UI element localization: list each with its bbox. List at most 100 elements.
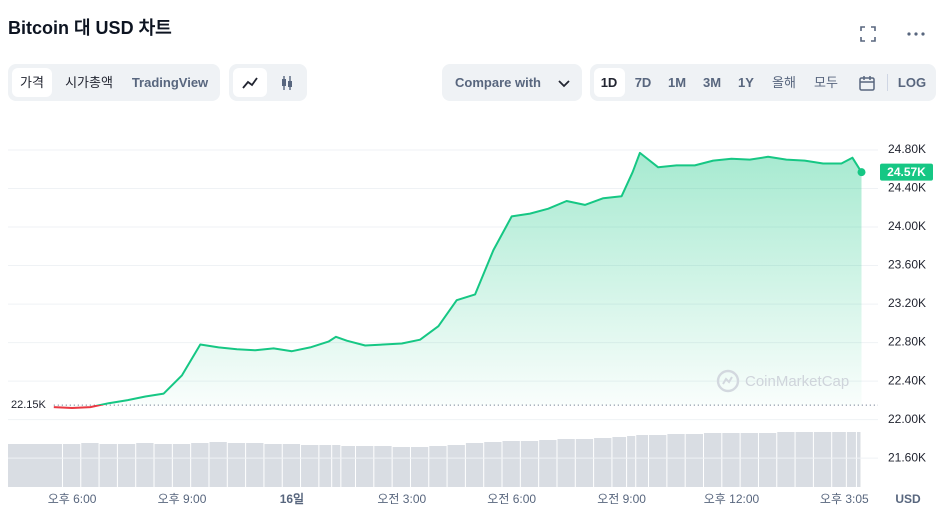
chevron <box>558 80 570 88</box>
tab-group: 가격 시가총액 TradingView <box>8 64 220 101</box>
volume-bar <box>81 443 99 487</box>
volume-bar <box>319 445 332 487</box>
tab[interactable]: 가격 <box>20 75 44 90</box>
volume-bar <box>117 444 136 487</box>
price-badge-label: 24.57K <box>887 165 926 179</box>
volume-bar <box>575 439 594 487</box>
volume-bar <box>301 445 319 487</box>
volume-bar <box>612 437 627 487</box>
volume-bar <box>649 435 667 487</box>
range[interactable]: 모두 <box>814 75 838 90</box>
calendar-icon[interactable] <box>858 75 876 91</box>
range-selected <box>594 68 625 97</box>
volume-bar <box>447 445 465 487</box>
x-tick-label: 오후 3:05 <box>820 492 869 506</box>
fullscreen-icon[interactable] <box>858 24 878 44</box>
volume-bar <box>685 434 703 487</box>
volume-bar <box>209 442 227 487</box>
volume-bar <box>99 444 117 487</box>
tab[interactable]: TradingView <box>131 75 209 90</box>
price-badge <box>880 163 933 181</box>
volume-bar <box>172 444 191 487</box>
more-icon[interactable] <box>905 24 927 44</box>
volume-bar <box>356 446 374 487</box>
range-group: 1D 7D 1M 3M 1Y 올해 모두 LOG <box>590 64 936 101</box>
compare-label: Compare with <box>455 75 541 90</box>
volume-bar <box>282 444 301 487</box>
volume-bar <box>392 447 410 487</box>
volume-bar <box>832 432 846 487</box>
area <box>53 152 862 408</box>
volume-bar <box>627 436 636 487</box>
y-tick-label: 24.00K <box>888 219 926 233</box>
volume-bar <box>795 432 813 487</box>
volume-bar <box>539 440 557 487</box>
volume-bar <box>154 444 172 487</box>
volume-bar <box>594 438 612 487</box>
y-tick-label: 21.60K <box>888 450 926 464</box>
range[interactable]: 3M <box>702 75 722 90</box>
volume-bar <box>62 444 81 487</box>
volume-bar <box>722 433 740 487</box>
volume-bar <box>136 443 154 487</box>
y-tick-label: 22.80K <box>888 335 926 349</box>
line-icon[interactable] <box>241 74 259 92</box>
x-tick-label: 오후 9:00 <box>158 492 207 506</box>
x-tick-label: 오후 6:00 <box>48 492 97 506</box>
y-tick-label: 23.20K <box>888 296 926 310</box>
volume-bar <box>704 433 722 487</box>
range[interactable]: 1D <box>600 75 618 90</box>
volume-bar <box>227 443 246 487</box>
volume-bar <box>264 444 282 487</box>
range[interactable]: 1Y <box>738 75 754 90</box>
volume-bar <box>520 441 539 487</box>
volume-bar <box>502 441 520 487</box>
x-tick-label: 오전 6:00 <box>487 492 536 506</box>
y-tick-label: 24.40K <box>888 181 926 195</box>
reference-label: 22.15K <box>11 399 47 411</box>
range[interactable]: 1M <box>667 75 687 90</box>
log-toggle[interactable]: LOG <box>897 75 927 90</box>
x-tick-label: 오후 12:00 <box>704 492 760 506</box>
divider <box>887 74 888 91</box>
candle-icon[interactable] <box>278 74 296 92</box>
volume-bar <box>8 444 62 487</box>
volume-bar <box>667 434 685 487</box>
volume-bar <box>374 446 392 487</box>
volume-bar <box>484 442 502 487</box>
volume-bar <box>813 432 832 487</box>
range[interactable]: 7D <box>634 75 652 90</box>
x-tick-label: 오전 9:00 <box>597 492 646 506</box>
volume-bar <box>856 432 861 487</box>
x-tick-label: 오전 3:00 <box>377 492 426 506</box>
last-point <box>857 168 866 177</box>
chart-title: Bitcoin 대 USD 차트 <box>8 18 172 38</box>
volume-bar <box>429 446 447 487</box>
price-line <box>53 151 863 409</box>
volume-bar <box>636 435 649 487</box>
chart-style-group <box>229 64 307 101</box>
x-axis-label: USD <box>895 492 921 506</box>
compare-dropdown[interactable]: Compare with <box>442 64 582 101</box>
volume-bar <box>557 439 575 487</box>
tab-selected <box>12 68 52 97</box>
volume-bar <box>758 433 777 487</box>
volume-bar <box>332 445 341 487</box>
volume-bar <box>777 432 795 487</box>
volume-bar <box>246 443 264 487</box>
volume-bar <box>341 446 355 487</box>
tab[interactable]: 시가총액 <box>65 75 113 90</box>
y-tick-label: 23.60K <box>888 258 926 272</box>
volume-bar <box>465 443 484 487</box>
watermark: CoinMarketCap <box>745 373 849 390</box>
y-tick-label: 24.80K <box>888 142 926 156</box>
y-tick-label: 22.40K <box>888 373 926 387</box>
range[interactable]: 올해 <box>772 75 796 90</box>
volume-bar <box>740 433 758 487</box>
watermark-logo <box>716 369 740 393</box>
y-tick-label: 22.00K <box>888 412 926 426</box>
volume-bar <box>191 443 209 487</box>
volume-bar <box>846 432 856 487</box>
volume-bar <box>410 447 429 487</box>
